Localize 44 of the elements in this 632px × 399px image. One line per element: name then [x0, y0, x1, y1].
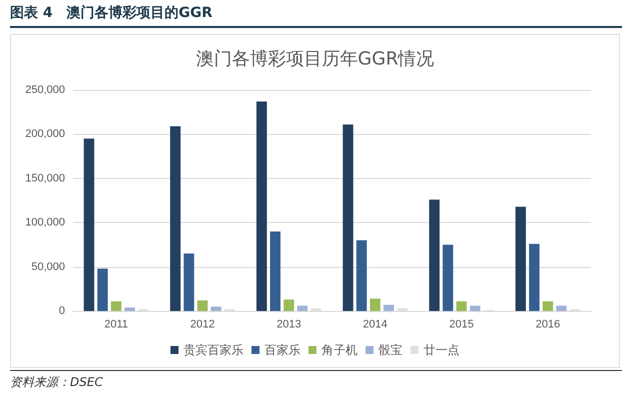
bar [370, 298, 380, 311]
bar [84, 138, 94, 311]
y-tick-label: 50,000 [31, 260, 65, 273]
text: 资料来源：DSEC [10, 370, 622, 391]
y-tick-label: 150,000 [25, 172, 65, 184]
bar [342, 124, 354, 311]
bar [529, 244, 540, 311]
bar [184, 254, 194, 311]
bar [297, 306, 308, 311]
legend-label: 百家乐 [264, 343, 300, 357]
x-tick-label: 2013 [276, 318, 302, 330]
bar [270, 231, 280, 311]
x-tick-label: 2011 [104, 318, 128, 330]
legend-label: 骰宝 [378, 343, 402, 357]
bar [97, 268, 108, 311]
bar [470, 306, 480, 311]
bar [124, 307, 135, 311]
x-tick-label: 2015 [449, 318, 474, 330]
bar [542, 301, 554, 311]
bar [515, 206, 526, 311]
bar [429, 200, 440, 311]
bar [210, 306, 222, 311]
bar [284, 300, 294, 311]
bar [442, 244, 454, 311]
x-tick-label: 2012 [190, 318, 215, 330]
bar [384, 304, 394, 311]
legend-label: 贵宾百家乐 [184, 343, 244, 357]
y-tick-label: 200,000 [25, 128, 65, 140]
text: 图表 4 澳门各博彩项目的GGR [10, 4, 622, 28]
bar [456, 301, 467, 311]
bar [110, 301, 122, 311]
legend-label: 廿一点 [424, 343, 460, 357]
chart-title: 澳门各博彩项目历年GGR情况 [196, 48, 434, 70]
bar [170, 126, 181, 311]
x-tick-label: 2014 [362, 318, 388, 330]
y-tick-label: 250,000 [25, 84, 65, 96]
bar [556, 306, 567, 311]
legend-label: 角子机 [322, 343, 358, 357]
bar [356, 240, 367, 311]
y-tick-label: 100,000 [25, 216, 65, 229]
bar [256, 101, 267, 311]
bar [197, 300, 208, 311]
x-tick-label: 2016 [536, 318, 560, 330]
y-tick-label: 0 [58, 305, 65, 317]
